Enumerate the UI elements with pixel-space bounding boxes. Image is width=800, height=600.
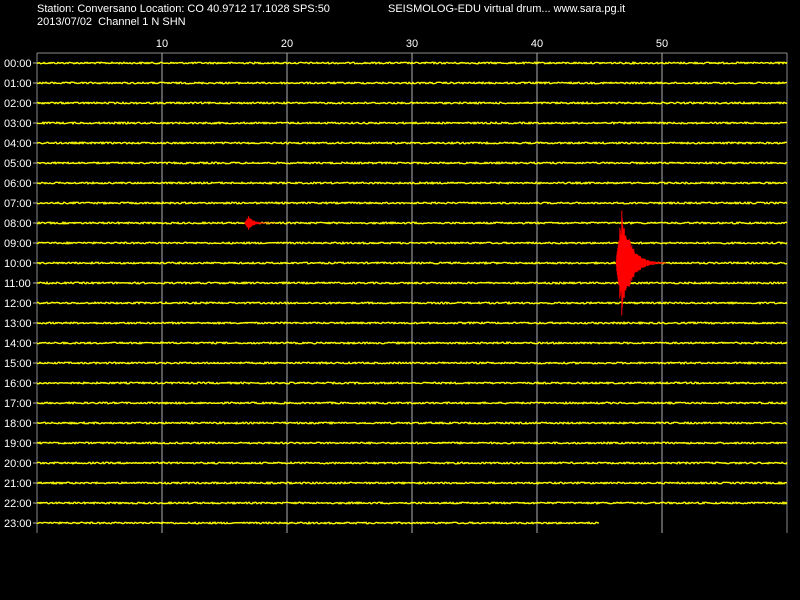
hour-label-1000: 10:00	[4, 258, 32, 270]
hour-label-1600: 16:00	[4, 378, 32, 390]
hour-label-1300: 13:00	[4, 318, 32, 330]
trace-hour-1100	[36, 281, 788, 285]
trace-hour-1200	[36, 300, 788, 305]
tick-label-minute-20: 20	[281, 38, 293, 50]
trace-hour-0000	[36, 60, 788, 65]
tick-label-minute-50: 50	[656, 38, 668, 50]
hour-label-2200: 22:00	[4, 498, 32, 510]
seismic-events	[244, 210, 667, 316]
hour-label-0400: 04:00	[4, 138, 32, 150]
trace-hour-2300	[36, 520, 600, 525]
hour-label-0500: 05:00	[4, 158, 32, 170]
trace-hour-2000	[36, 461, 788, 465]
hour-label-1400: 14:00	[4, 338, 32, 350]
trace-hour-0200	[36, 101, 788, 105]
hourly-traces	[36, 60, 788, 525]
trace-hour-0900	[36, 240, 788, 245]
hour-label-2100: 21:00	[4, 478, 32, 490]
hour-label-0300: 03:00	[4, 118, 32, 130]
trace-hour-1900	[36, 441, 788, 445]
trace-hour-1300	[37, 320, 788, 326]
hour-label-1900: 19:00	[4, 438, 32, 450]
trace-hour-0800	[36, 221, 788, 225]
hour-label-1700: 17:00	[4, 398, 32, 410]
tick-label-minute-10: 10	[156, 38, 168, 50]
hour-label-2300: 23:00	[4, 518, 32, 530]
hour-label-0000: 00:00	[4, 58, 32, 70]
trace-hour-1800	[36, 420, 788, 426]
trace-hour-0700	[36, 201, 788, 205]
hour-label-0100: 01:00	[4, 78, 32, 90]
event-small-event	[244, 216, 276, 230]
trace-hour-0600	[36, 180, 788, 186]
hour-label-0700: 07:00	[4, 198, 32, 210]
date-channel-info: 2013/07/02 Channel 1 N SHN	[37, 16, 186, 28]
minute-gridlines	[36, 52, 788, 533]
tick-label-minute-30: 30	[406, 38, 418, 50]
hour-label-0600: 06:00	[4, 178, 32, 190]
hour-label-0200: 02:00	[4, 98, 32, 110]
trace-hour-0300	[36, 121, 788, 126]
minute-tick-labels: 10 20 30 40 50	[156, 38, 668, 50]
trace-hour-1600	[36, 381, 788, 385]
hour-label-1200: 12:00	[4, 298, 32, 310]
trace-hour-0100	[36, 81, 788, 85]
trace-hour-1700	[36, 401, 788, 406]
trace-hour-2200	[36, 501, 788, 505]
hour-label-0800: 08:00	[4, 218, 32, 230]
trace-hour-1500	[36, 360, 788, 366]
trace-hour-1400	[36, 341, 788, 345]
event-large-event	[615, 210, 667, 316]
station-info: Station: Conversano Location: CO 40.9712…	[37, 3, 330, 15]
app-title: SEISMOLOG-EDU virtual drum... www.sara.p…	[388, 3, 626, 15]
hour-label-1800: 18:00	[4, 418, 32, 430]
hour-label-0900: 09:00	[4, 238, 32, 250]
hour-label-1500: 15:00	[4, 358, 32, 370]
trace-hour-0400	[36, 141, 788, 145]
hour-labels: 00:00 01:00 02:00 03:00 04:00 05:00 06:00 07:00…	[4, 58, 37, 530]
trace-hour-0500	[36, 161, 788, 165]
tick-label-minute-40: 40	[531, 38, 543, 50]
trace-hour-2100	[36, 481, 788, 485]
hour-label-2000: 20:00	[4, 458, 32, 470]
hour-label-1100: 11:00	[4, 278, 31, 290]
